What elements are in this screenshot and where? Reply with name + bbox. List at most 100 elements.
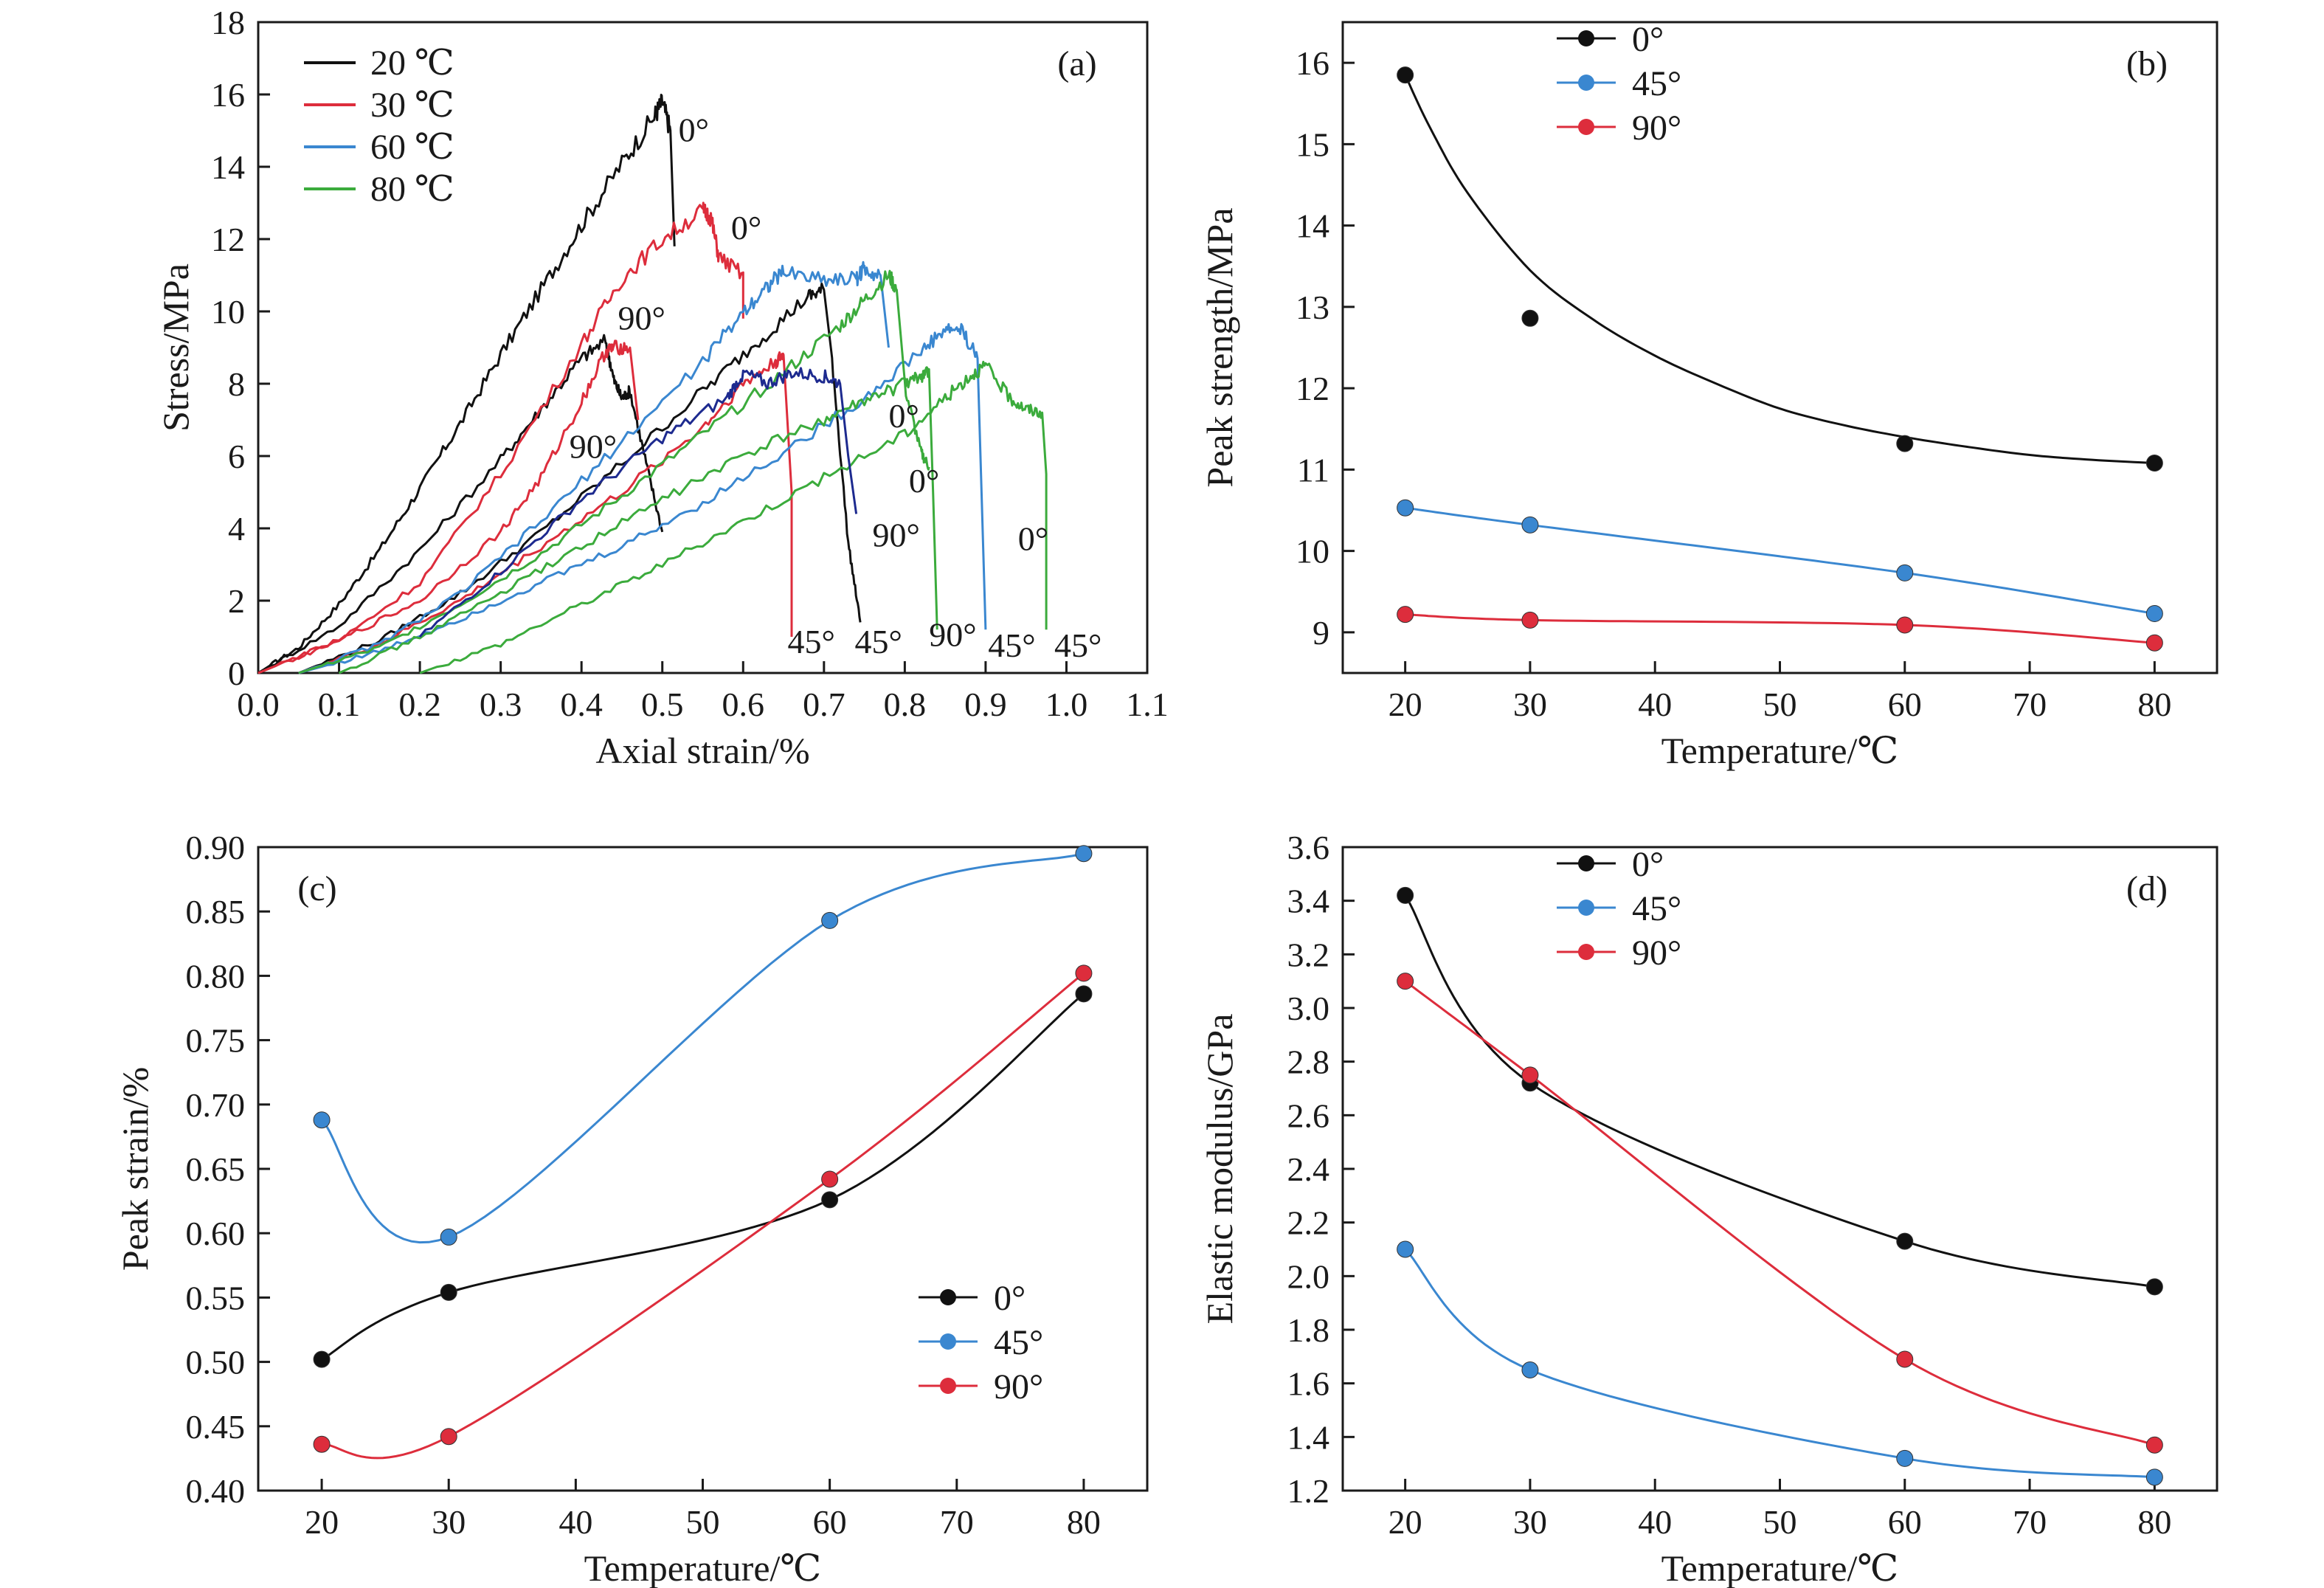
x-tick-label: 60: [1888, 686, 1922, 723]
legend-label: 30 ℃: [370, 86, 454, 125]
data-point: [1896, 1449, 1914, 1467]
x-tick-label: 0.4: [560, 686, 603, 723]
curve-annotation: 45°: [854, 623, 902, 660]
legend-label: 90°: [1632, 933, 1681, 973]
fit-curve: [1404, 75, 2155, 465]
data-point: [2145, 1278, 2163, 1296]
data-point: [313, 1350, 331, 1368]
y-tick-label: 2.4: [1287, 1150, 1330, 1188]
x-tick-label: 50: [1763, 686, 1797, 723]
data-point: [1397, 973, 1414, 990]
y-tick-label: 0.70: [186, 1086, 246, 1124]
data-point: [1896, 616, 1914, 634]
y-tick-label: 3.4: [1287, 883, 1330, 920]
legend-marker: [1578, 75, 1594, 91]
y-tick-label: 1.8: [1287, 1311, 1330, 1349]
stress-strain-curve: [257, 94, 676, 674]
data-point: [1075, 985, 1093, 1003]
x-tick-label: 30: [1513, 1503, 1547, 1541]
y-tick-label: 0.85: [186, 893, 246, 931]
data-point: [2145, 1468, 2163, 1486]
data-point: [440, 1283, 457, 1301]
y-tick-label: 15: [1296, 125, 1329, 163]
legend-marker: [940, 1333, 956, 1350]
y-axis-title: Stress/MPa: [155, 263, 196, 432]
series-90°: [1397, 973, 2163, 1454]
data-point: [1896, 435, 1914, 452]
legend-label: 0°: [1632, 845, 1664, 884]
y-tick-label: 2.8: [1287, 1043, 1330, 1081]
y-axis: 0.40 0.45 0.50 0.55 0.60 0.65 0.70 0.75 0.80 0.85…: [186, 829, 270, 1510]
data-point: [1397, 606, 1414, 624]
x-tick-label: 0.9: [964, 686, 1007, 723]
x-tick-label: 80: [2137, 1503, 2171, 1541]
x-tick-label: 40: [558, 1503, 592, 1541]
y-tick-label: 0.45: [186, 1408, 246, 1446]
legend: 20 ℃30 ℃60 ℃80 ℃: [304, 44, 454, 209]
y-tick-label: 1.4: [1287, 1418, 1330, 1456]
legend-label: 20 ℃: [370, 44, 454, 83]
y-tick-label: 3.2: [1287, 936, 1330, 973]
x-tick-label: 70: [2013, 686, 2047, 723]
stress-strain-curve: [338, 366, 938, 674]
stress-strain-curve: [298, 351, 793, 674]
panel-d: 20 30 40 50 60 70 80 1.2 1.4 1.6 1.8 2.0 2.2 2.4 2.6 2.…: [1199, 829, 2218, 1588]
data-point: [2145, 605, 2163, 623]
legend-label: 90°: [994, 1367, 1043, 1406]
data-point: [1397, 1240, 1414, 1258]
curve-annotation: 0°: [1018, 519, 1048, 557]
stress-strain-curve: [298, 322, 987, 674]
y-tick-label: 10: [1296, 533, 1329, 570]
series-group: [1397, 886, 2163, 1486]
panel-c: 20 30 40 50 60 70 800.400.450.500.550.600.650.…: [114, 829, 1149, 1588]
x-tick-label: 40: [1638, 686, 1672, 723]
series-curve: [1404, 980, 2155, 1446]
y-tick-label: 16: [211, 76, 245, 114]
x-tick-label: 0.6: [722, 686, 765, 723]
legend-label: 0°: [1632, 20, 1664, 59]
y-tick-label: 11: [1297, 451, 1329, 489]
data-point: [1397, 66, 1414, 84]
series-curve: [321, 992, 1085, 1361]
legend: 0° 45° 90°: [1557, 845, 1681, 973]
stress-strain-curve: [298, 260, 890, 674]
data-point: [1521, 309, 1539, 327]
stress-strain-curve: [257, 201, 744, 674]
x-tick-label: 20: [1388, 1503, 1422, 1541]
data-point: [1896, 1350, 1914, 1368]
series-0°: [1397, 886, 2163, 1296]
curve-annotation: 45°: [788, 623, 835, 660]
x-tick-label: 20: [1388, 686, 1422, 723]
y-tick-label: 1.6: [1287, 1365, 1330, 1403]
y-tick-label: 3.0: [1287, 990, 1330, 1027]
x-tick-label: 0.7: [803, 686, 845, 723]
curve-annotation: 0°: [909, 462, 939, 500]
curve-annotation: 90°: [570, 427, 617, 465]
data-point: [821, 1191, 839, 1209]
data-point: [1397, 886, 1414, 904]
y-tick-label: 2.6: [1287, 1097, 1330, 1134]
x-tick-label: 0.0: [237, 686, 280, 723]
y-tick-label: 9: [1313, 614, 1329, 652]
y-axis: 1.2 1.4 1.6 1.8 2.0 2.2 2.4 2.6 2.8 3.0 3.2 3.4 3.6: [1287, 829, 1355, 1510]
panel-label: (a): [1057, 44, 1096, 83]
x-tick-label: 0.8: [884, 686, 927, 723]
panel-a: 0.0 0.1 0.2 0.3 0.4 0.5 0.6 0.7 0.8 0.9 1.0 1.1 0 2 4 6…: [155, 4, 1169, 771]
y-tick-label: 0.90: [186, 829, 246, 866]
y-tick-label: 14: [1296, 207, 1329, 245]
annotations: 0° 0° 90° 90° 0° 0° 90° 0° 45° 45° 90° 45° 45°: [570, 111, 1102, 664]
legend-label: 45°: [1632, 889, 1681, 928]
x-tick-label: 70: [940, 1503, 974, 1541]
panel-b: 20 30 40 50 60 70 80 9 10 11 12 13 14 15 16 Temperature…: [1199, 20, 2218, 771]
plot-frame: [1341, 21, 2218, 674]
y-tick-label: 14: [211, 148, 245, 186]
y-tick-label: 0.65: [186, 1150, 246, 1188]
series-45°: [1397, 499, 2163, 623]
stress-strain-curve: [418, 367, 858, 638]
data-point: [1075, 845, 1093, 863]
series-curve: [1405, 613, 2155, 644]
curve-annotation: 0°: [731, 209, 761, 246]
y-tick-label: 6: [228, 438, 245, 475]
data-point: [1896, 564, 1914, 581]
x-tick-label: 30: [432, 1503, 466, 1541]
